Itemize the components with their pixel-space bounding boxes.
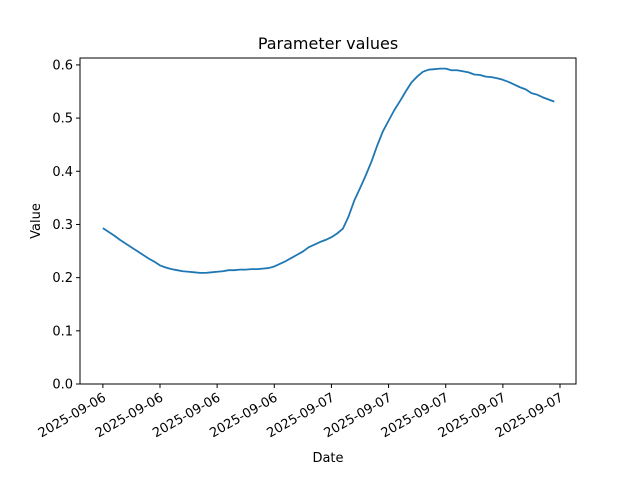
plot-frame	[79, 57, 577, 385]
line-series	[102, 67, 555, 274]
chart-title: Parameter values	[258, 34, 398, 53]
y-tick-label: 0.6	[52, 58, 73, 73]
y-tick-label: 0.4	[52, 165, 73, 180]
y-tick-label: 0.3	[52, 218, 73, 233]
y-axis-label: Value	[29, 203, 44, 239]
x-axis-label: Date	[312, 451, 343, 466]
y-tick-label: 0.0	[52, 378, 73, 393]
y-tick-label: 0.5	[52, 112, 73, 127]
y-tick-label: 0.2	[52, 271, 73, 286]
y-tick-label: 0.1	[52, 324, 73, 339]
